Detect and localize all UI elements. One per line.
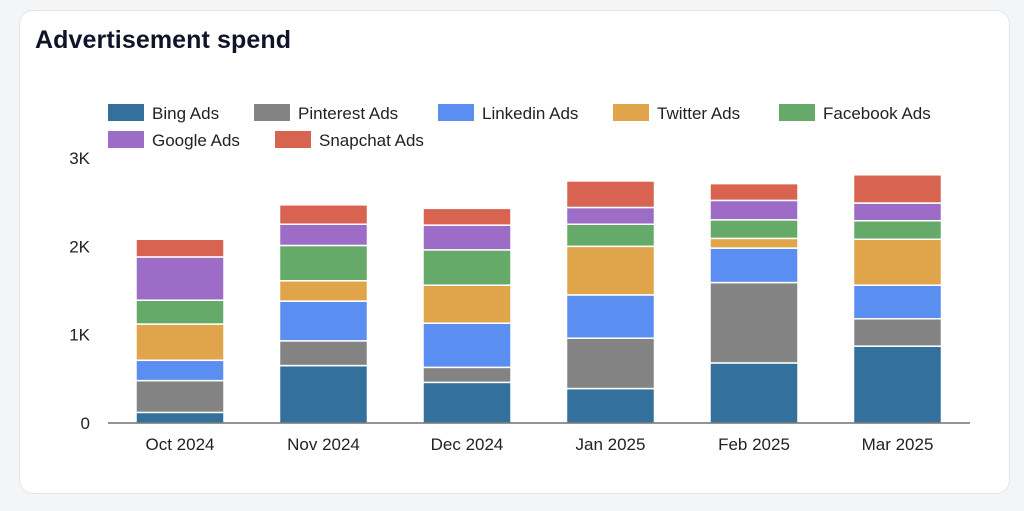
legend-label-linkedin-ads[interactable]: Linkedin Ads [482, 104, 578, 123]
bar-segment-google-ads[interactable] [422, 224, 512, 251]
legend-swatch-twitter-ads[interactable] [613, 104, 649, 121]
bar-segment-snapchat-ads[interactable] [135, 238, 225, 258]
bar-segment-bing-ads[interactable] [422, 381, 512, 424]
bar-segment-facebook-ads[interactable] [422, 249, 512, 286]
bar-segment-twitter-ads[interactable] [709, 237, 799, 249]
y-tick-label: 3K [69, 149, 90, 168]
legend-label-snapchat-ads[interactable]: Snapchat Ads [319, 131, 424, 150]
bar-segment-twitter-ads[interactable] [852, 238, 943, 286]
bar-segment-facebook-ads[interactable] [709, 219, 799, 240]
bar-segment-google-ads[interactable] [565, 206, 656, 225]
bar-segment-pinterest-ads[interactable] [709, 281, 799, 364]
legend-swatch-facebook-ads[interactable] [779, 104, 815, 121]
bar-segment-pinterest-ads[interactable] [135, 379, 225, 414]
x-tick-label: Feb 2025 [718, 435, 790, 454]
bar-segment-bing-ads[interactable] [852, 345, 943, 424]
bar-segment-pinterest-ads[interactable] [565, 337, 656, 390]
bar-segment-snapchat-ads[interactable] [565, 180, 656, 209]
bar-segment-facebook-ads[interactable] [565, 223, 656, 248]
bar-segment-linkedin-ads[interactable] [278, 300, 369, 342]
y-tick-label: 2K [69, 237, 90, 256]
x-tick-label: Dec 2024 [431, 435, 504, 454]
bar-segment-google-ads[interactable] [278, 223, 369, 247]
bar-segment-linkedin-ads[interactable] [135, 359, 225, 382]
legend-swatch-bing-ads[interactable] [108, 104, 144, 121]
y-tick-label: 0 [81, 414, 90, 433]
bar-segment-twitter-ads[interactable] [135, 323, 225, 362]
x-tick-label: Oct 2024 [146, 435, 215, 454]
bar-segment-snapchat-ads[interactable] [709, 182, 799, 202]
bar-segment-twitter-ads[interactable] [422, 284, 512, 324]
bar-segment-twitter-ads[interactable] [278, 280, 369, 302]
bar-segment-snapchat-ads[interactable] [422, 207, 512, 226]
legend-swatch-google-ads[interactable] [108, 131, 144, 148]
bar-segment-bing-ads[interactable] [565, 387, 656, 424]
bar-segment-linkedin-ads[interactable] [565, 294, 656, 339]
bar-segment-linkedin-ads[interactable] [852, 284, 943, 320]
legend-label-bing-ads[interactable]: Bing Ads [152, 104, 219, 123]
bar-segment-pinterest-ads[interactable] [852, 318, 943, 347]
bar-segment-facebook-ads[interactable] [278, 244, 369, 282]
y-tick-label: 1K [69, 326, 90, 345]
bar-segment-bing-ads[interactable] [278, 364, 369, 424]
legend-swatch-pinterest-ads[interactable] [254, 104, 290, 121]
bar-segment-linkedin-ads[interactable] [422, 322, 512, 369]
bar-segment-twitter-ads[interactable] [565, 245, 656, 296]
chart-title: Advertisement spend [35, 26, 292, 54]
bar-segment-facebook-ads[interactable] [135, 299, 225, 325]
legend-label-google-ads[interactable]: Google Ads [152, 131, 240, 150]
x-tick-label: Nov 2024 [287, 435, 360, 454]
bar-segment-pinterest-ads[interactable] [422, 366, 512, 384]
bar-segment-linkedin-ads[interactable] [709, 247, 799, 284]
x-tick-label: Jan 2025 [576, 435, 646, 454]
legend-label-facebook-ads[interactable]: Facebook Ads [823, 104, 931, 123]
legend-label-pinterest-ads[interactable]: Pinterest Ads [298, 104, 398, 123]
bar-segment-google-ads[interactable] [135, 256, 225, 301]
bar-segment-bing-ads[interactable] [135, 411, 225, 424]
legend-label-twitter-ads[interactable]: Twitter Ads [657, 104, 740, 123]
x-tick-label: Mar 2025 [862, 435, 934, 454]
bar-segment-pinterest-ads[interactable] [278, 340, 369, 367]
legend-swatch-linkedin-ads[interactable] [438, 104, 474, 121]
bar-segment-snapchat-ads[interactable] [278, 204, 369, 225]
bar-segment-google-ads[interactable] [709, 199, 799, 221]
bar-segment-snapchat-ads[interactable] [852, 174, 943, 204]
bar-segment-google-ads[interactable] [852, 202, 943, 222]
bar-segment-facebook-ads[interactable] [852, 219, 943, 241]
bar-segment-bing-ads[interactable] [709, 362, 799, 424]
legend-swatch-snapchat-ads[interactable] [275, 131, 311, 148]
